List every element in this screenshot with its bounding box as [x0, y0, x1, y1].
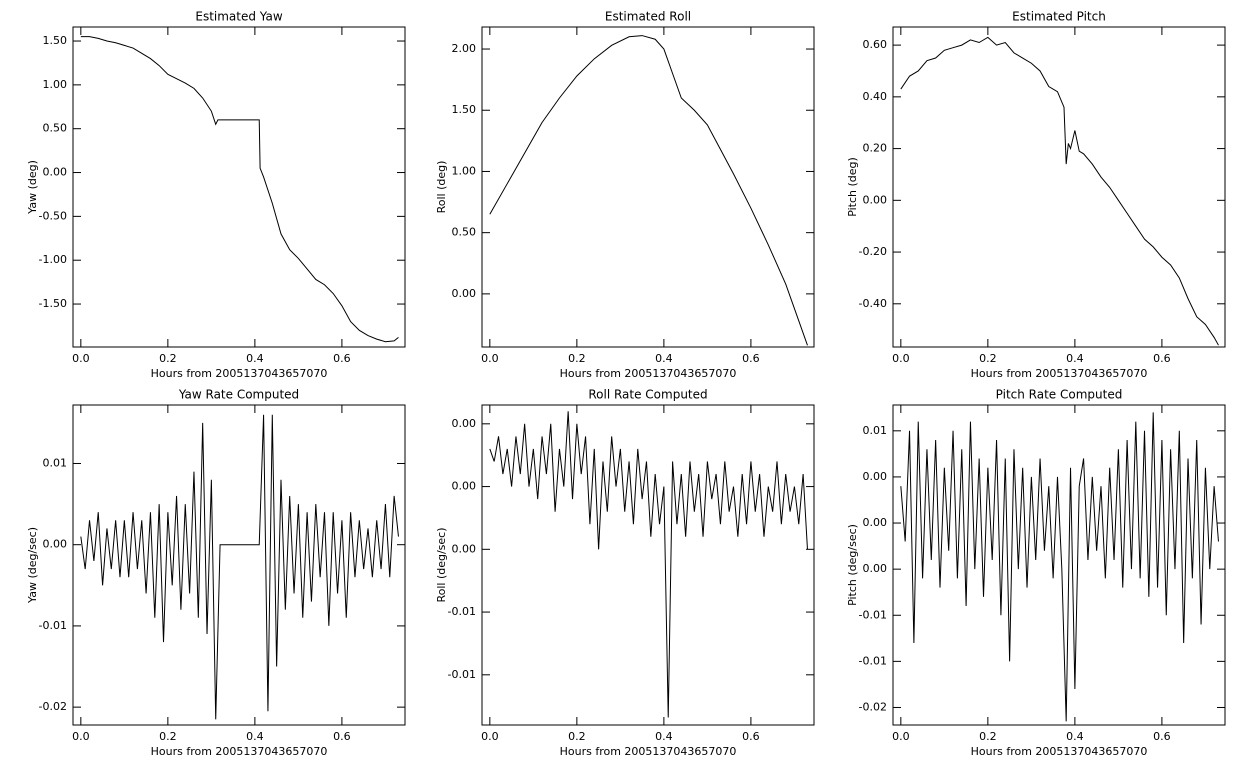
- y-tick-label: -0.01: [859, 654, 887, 667]
- x-tick-label: 0.6: [742, 352, 760, 365]
- y-axis-label: Pitch (deg): [846, 157, 859, 217]
- y-tick-label: 0.00: [452, 542, 477, 555]
- x-axis-label: Hours from 2005137043657070: [971, 367, 1148, 380]
- x-axis-label: Hours from 2005137043657070: [560, 745, 737, 758]
- y-axis-label: Roll (deg/sec): [435, 527, 448, 602]
- plot-frame: [481, 404, 815, 726]
- plot-frame: [892, 404, 1226, 726]
- y-tick-label: 0.00: [452, 287, 477, 300]
- x-tick-label: 0.6: [333, 352, 351, 365]
- y-tick-label: 0.00: [863, 470, 888, 483]
- y-tick-label: 1.00: [43, 78, 68, 91]
- y-tick-label: 0.00: [43, 166, 68, 179]
- x-tick-label: 0.4: [1066, 730, 1084, 743]
- x-tick-label: 0.0: [892, 730, 910, 743]
- y-tick-label: 2.00: [452, 42, 477, 55]
- x-tick-label: 0.0: [892, 352, 910, 365]
- x-axis-label: Hours from 2005137043657070: [151, 745, 328, 758]
- y-axis-label: Yaw (deg/sec): [26, 527, 39, 604]
- x-tick-label: 0.4: [655, 730, 673, 743]
- x-tick-label: 0.0: [72, 730, 90, 743]
- y-tick-label: -1.00: [39, 253, 67, 266]
- x-axis-label: Hours from 2005137043657070: [971, 745, 1148, 758]
- x-tick-label: 0.2: [159, 730, 177, 743]
- panel: Estimated Roll Hours from 200513704365707…: [435, 10, 815, 380]
- x-tick-label: 0.6: [333, 730, 351, 743]
- panel-title: Estimated Yaw: [195, 10, 282, 24]
- y-tick-label: 0.00: [452, 480, 477, 493]
- y-tick-label: -0.40: [859, 297, 887, 310]
- y-tick-label: -0.01: [859, 608, 887, 621]
- plot-frame: [892, 26, 1226, 348]
- plot-frame: [72, 26, 406, 348]
- panel-title: Yaw Rate Computed: [178, 388, 299, 402]
- y-axis-label: Pitch (deg/sec): [846, 524, 859, 606]
- y-tick-label: -1.50: [39, 297, 67, 310]
- x-tick-label: 0.2: [159, 352, 177, 365]
- y-axis-label: Yaw (deg): [26, 160, 39, 215]
- y-tick-label: 0.40: [863, 90, 888, 103]
- y-tick-label: -0.02: [859, 700, 887, 713]
- x-tick-label: 0.2: [568, 352, 586, 365]
- panel: Estimated Pitch Hours from 20051370436570…: [846, 10, 1226, 380]
- y-tick-label: -0.01: [39, 619, 67, 632]
- x-tick-label: 0.6: [1153, 352, 1171, 365]
- y-tick-label: 0.50: [452, 226, 477, 239]
- y-tick-label: -0.50: [39, 209, 67, 222]
- y-tick-label: -0.02: [39, 700, 67, 713]
- y-tick-label: 0.00: [863, 193, 888, 206]
- plot-frame: [481, 26, 815, 348]
- panel-title: Estimated Pitch: [1012, 10, 1106, 24]
- panel-title: Estimated Roll: [605, 10, 691, 24]
- y-tick-label: 0.01: [43, 456, 68, 469]
- x-tick-label: 0.4: [655, 352, 673, 365]
- data-line: [489, 35, 808, 346]
- data-line: [80, 414, 399, 720]
- y-tick-label: -0.20: [859, 245, 887, 258]
- x-tick-label: 0.4: [1066, 352, 1084, 365]
- y-tick-label: 0.60: [863, 38, 888, 51]
- y-tick-label: 1.00: [452, 164, 477, 177]
- data-line: [900, 412, 1219, 722]
- data-line: [489, 411, 808, 718]
- x-tick-label: 0.4: [246, 730, 264, 743]
- x-tick-label: 0.6: [1153, 730, 1171, 743]
- y-tick-label: -0.01: [448, 605, 476, 618]
- panel: Estimated Yaw Hours from 2005137043657070…: [26, 10, 406, 380]
- x-tick-label: 0.0: [481, 352, 499, 365]
- y-tick-label: 0.00: [863, 516, 888, 529]
- x-tick-label: 0.0: [72, 352, 90, 365]
- x-tick-label: 0.6: [742, 730, 760, 743]
- y-tick-label: 0.00: [452, 417, 477, 430]
- y-tick-label: 0.00: [43, 538, 68, 551]
- x-tick-label: 0.0: [481, 730, 499, 743]
- y-tick-label: 0.20: [863, 142, 888, 155]
- x-tick-label: 0.4: [246, 352, 264, 365]
- y-axis-label: Roll (deg): [435, 161, 448, 214]
- x-tick-label: 0.2: [979, 730, 997, 743]
- panel: Roll Rate Computed Hours from 20051370436…: [435, 388, 815, 758]
- plot-frame: [72, 404, 406, 726]
- y-tick-label: 1.50: [452, 103, 477, 116]
- panel: Pitch Rate Computed Hours from 2005137043…: [846, 388, 1226, 758]
- y-tick-label: -0.01: [448, 668, 476, 681]
- panel-title: Roll Rate Computed: [588, 388, 707, 402]
- x-tick-label: 0.2: [979, 352, 997, 365]
- panel: Yaw Rate Computed Hours from 200513704365…: [26, 388, 406, 758]
- y-tick-label: 0.00: [863, 562, 888, 575]
- y-tick-label: 1.50: [43, 34, 68, 47]
- data-line: [900, 36, 1219, 346]
- y-tick-label: 0.01: [863, 424, 888, 437]
- data-line: [80, 36, 399, 343]
- x-tick-label: 0.2: [568, 730, 586, 743]
- panel-title: Pitch Rate Computed: [996, 388, 1123, 402]
- x-axis-label: Hours from 2005137043657070: [151, 367, 328, 380]
- y-tick-label: 0.50: [43, 122, 68, 135]
- x-axis-label: Hours from 2005137043657070: [560, 367, 737, 380]
